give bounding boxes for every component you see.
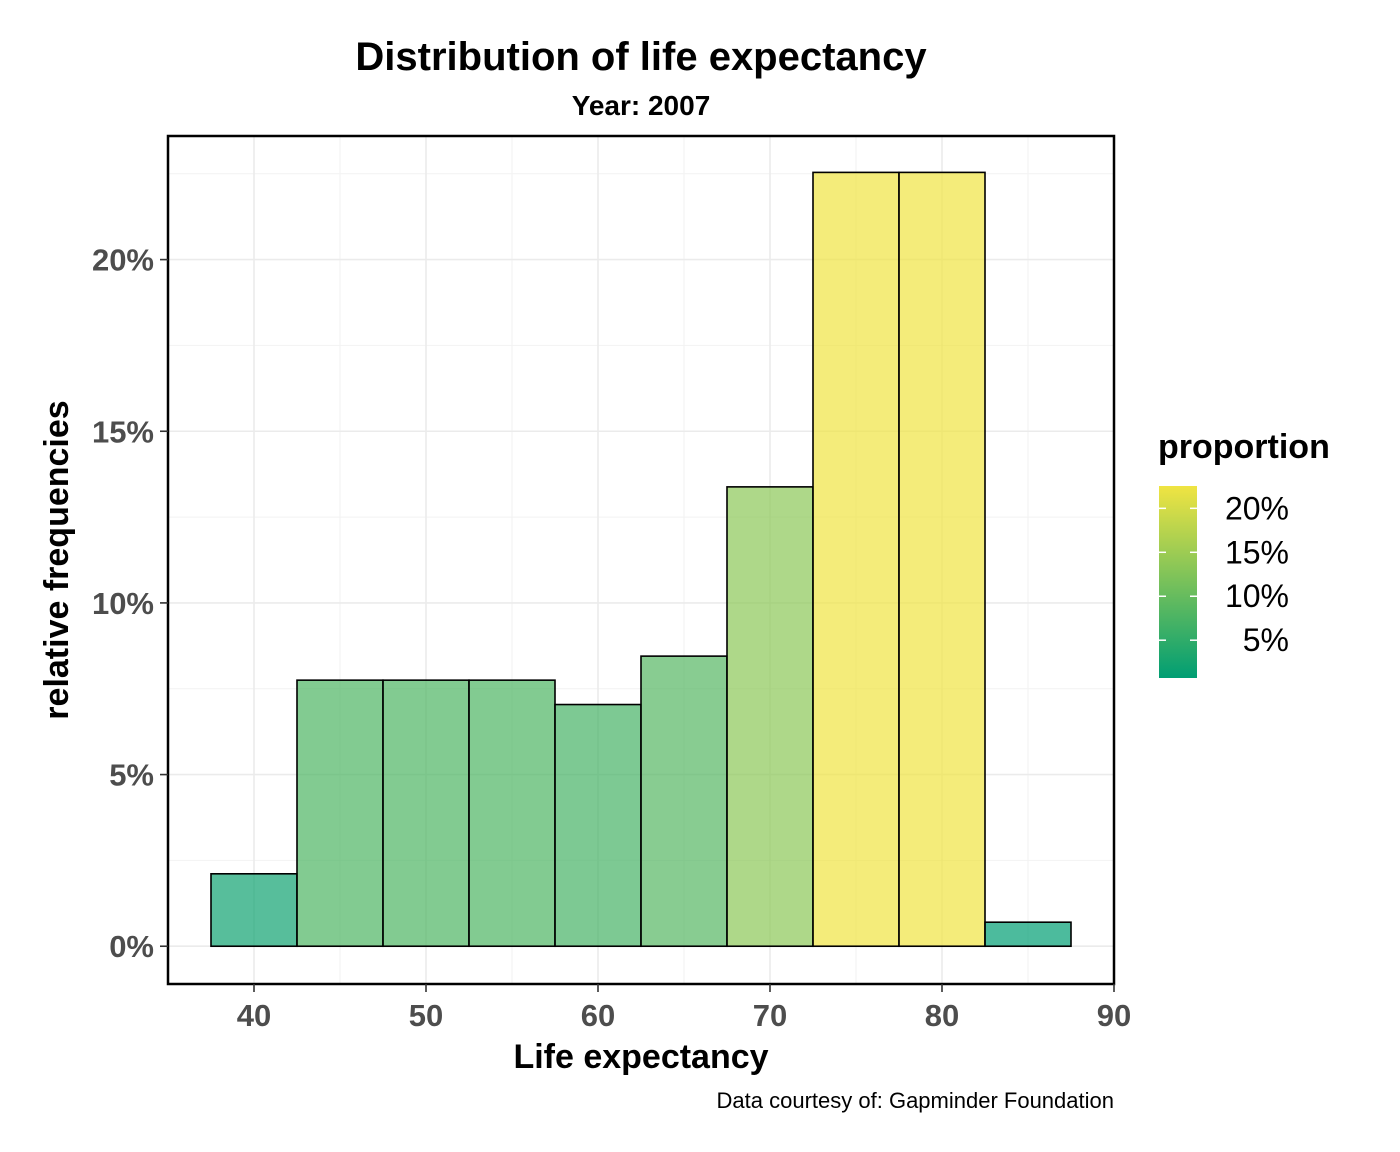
legend-tick-label: 20% bbox=[1225, 490, 1289, 526]
chart-subtitle: Year: 2007 bbox=[572, 90, 711, 121]
x-tick-label: 70 bbox=[753, 998, 787, 1033]
legend-tick-label: 15% bbox=[1225, 534, 1289, 570]
histogram-bar bbox=[812, 171, 900, 948]
x-axis: 40 50 60 70 80 90 bbox=[237, 984, 1131, 1033]
histogram-bar bbox=[210, 872, 298, 948]
histogram-bar bbox=[382, 679, 470, 948]
y-tick-label: 5% bbox=[109, 758, 154, 793]
legend-colorbar bbox=[1159, 486, 1197, 678]
x-tick-label: 50 bbox=[409, 998, 443, 1033]
legend-ticks: 5% 10% 15% 20% bbox=[1159, 490, 1289, 658]
histogram-bar bbox=[296, 679, 384, 948]
y-axis: 0% 5% 10% 15% 20% bbox=[92, 243, 168, 964]
plot-panel-border bbox=[166, 134, 1116, 986]
legend-tick-label: 10% bbox=[1225, 578, 1289, 614]
x-tick-label: 90 bbox=[1097, 998, 1131, 1033]
x-tick-label: 40 bbox=[237, 998, 271, 1033]
histogram-bar bbox=[726, 486, 814, 948]
histogram-bar bbox=[640, 655, 728, 948]
y-tick-label: 10% bbox=[92, 586, 154, 621]
legend: proportion 5% 10% 15% 20% bbox=[1158, 428, 1330, 678]
y-tick-label: 0% bbox=[109, 929, 154, 964]
x-axis-label: Life expectancy bbox=[513, 1038, 768, 1076]
legend-tick-label: 5% bbox=[1243, 622, 1289, 658]
histogram-bar bbox=[984, 921, 1072, 948]
histogram-bars bbox=[210, 171, 1072, 948]
y-axis-label: relative frequencies bbox=[38, 400, 76, 719]
y-tick-label: 20% bbox=[92, 243, 154, 278]
y-tick-label: 15% bbox=[92, 414, 154, 449]
histogram-bar bbox=[468, 679, 556, 948]
histogram-bar bbox=[898, 171, 986, 948]
x-tick-label: 60 bbox=[581, 998, 615, 1033]
legend-title: proportion bbox=[1158, 428, 1330, 466]
chart-title: Distribution of life expectancy bbox=[355, 35, 927, 79]
chart-caption: Data courtesy of: Gapminder Foundation bbox=[717, 1088, 1114, 1113]
histogram-bar bbox=[554, 703, 642, 948]
x-tick-label: 80 bbox=[925, 998, 959, 1033]
